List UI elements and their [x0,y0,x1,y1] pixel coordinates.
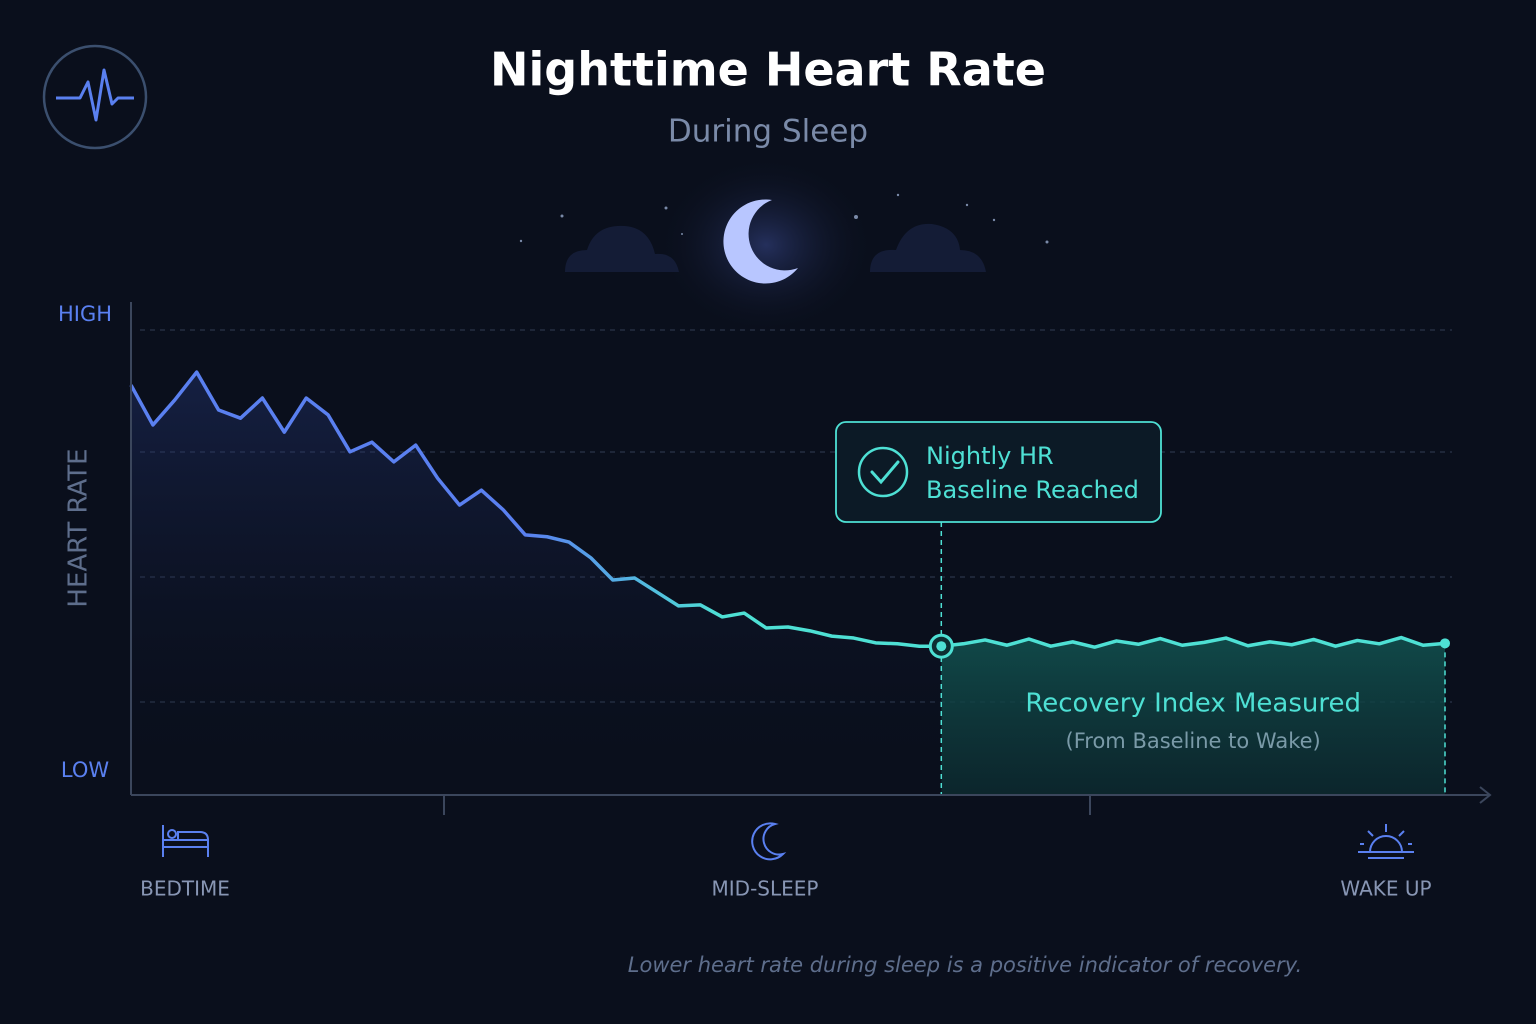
annotation-text: Nightly HR [926,442,1054,470]
annotation-text: Baseline Reached [926,476,1139,504]
region-title: Recovery Index Measured [1025,689,1361,719]
check-icon [857,446,909,498]
check-mark [870,460,900,485]
y-tick-label: LOW [61,758,109,782]
baseline-point-core [936,641,947,652]
moon-icon [751,822,787,861]
night-scene [519,155,1049,335]
x-tick-label: BEDTIME [140,877,230,901]
x-tick-label: WAKE UP [1340,877,1431,901]
region-subtitle: (From Baseline to Wake) [1066,729,1321,753]
end-point [1440,638,1450,649]
logo [42,44,148,150]
chart-title: Nighttime Heart Rate [490,43,1046,97]
footnote: Lower heart rate during sleep is a posit… [628,953,1302,977]
bed-icon [162,825,209,857]
chart-subtitle: During Sleep [668,114,868,150]
heart-rate-line [129,370,1446,649]
annotation-box [835,421,1162,523]
x-tick-label: MID-SLEEP [712,877,819,901]
y-tick-label: HIGH [58,302,112,326]
recovery-region [941,637,1445,795]
sunrise-icon [1358,824,1414,859]
axes [130,302,1492,815]
y-axis-label: HEART RATE [64,448,94,607]
